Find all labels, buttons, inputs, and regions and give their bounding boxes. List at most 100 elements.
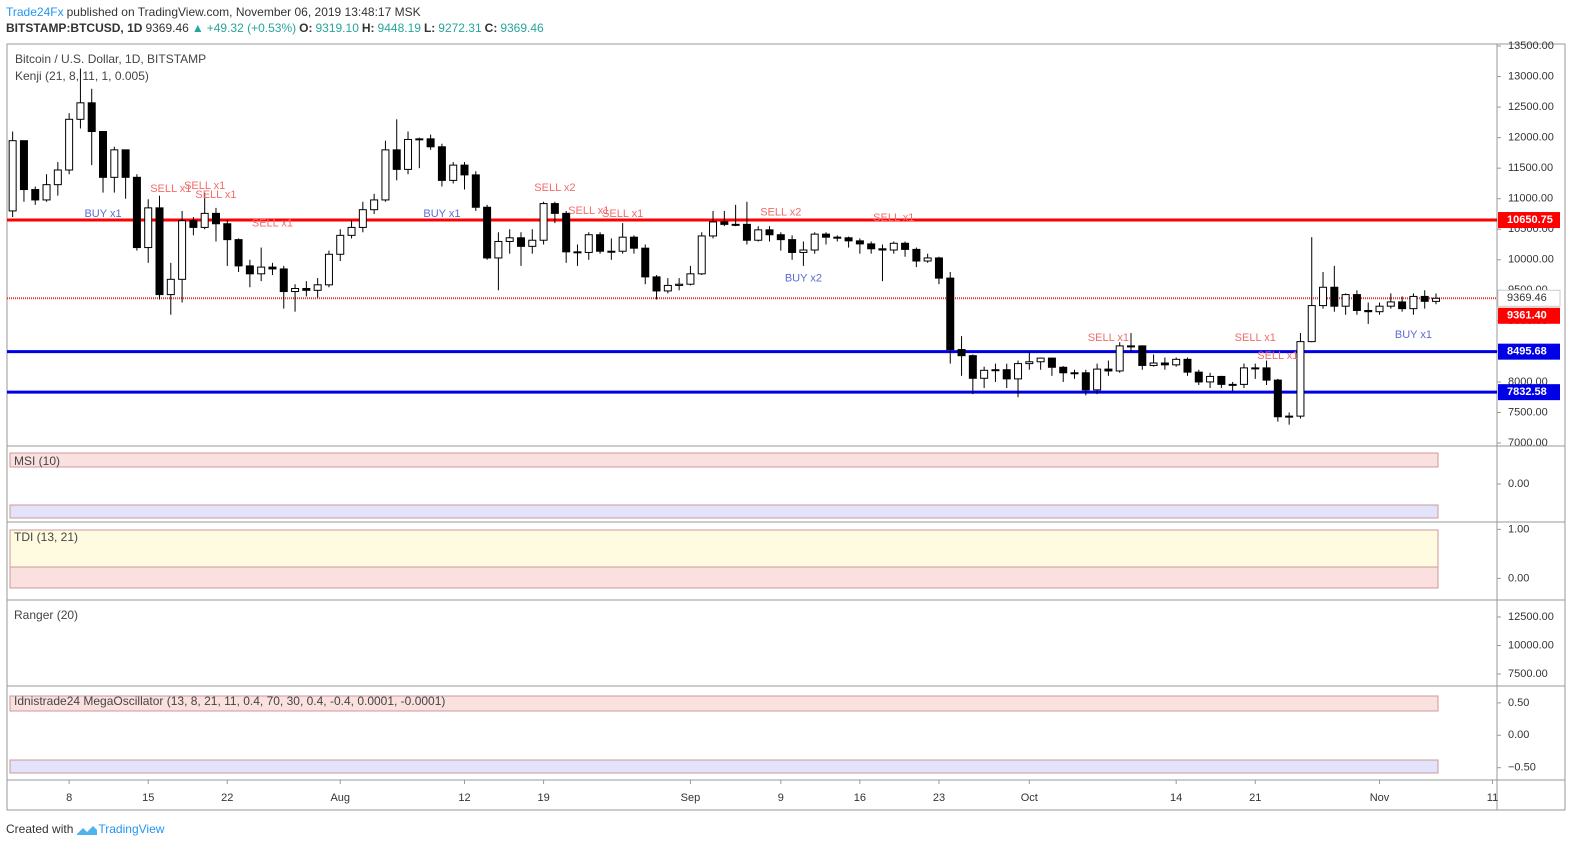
change: +49.32 (+0.53%): [206, 21, 297, 35]
arrow: ▲: [191, 21, 204, 35]
x-tick-label: 9: [778, 792, 784, 804]
candle-body: [1420, 295, 1429, 302]
x-tick-label: 16: [854, 792, 866, 804]
candle-body: [8, 140, 17, 212]
signal-tag-label: 9361.40: [1507, 310, 1547, 322]
candle-body: [449, 164, 458, 181]
candle-body: [516, 237, 525, 247]
candle-body: [1183, 358, 1192, 373]
x-tick-label: Oct: [1021, 792, 1038, 804]
y-tick-label: 11500.00: [1508, 162, 1553, 174]
level-tag: [1498, 343, 1560, 360]
candle-body: [426, 138, 435, 148]
footer: Created with TradingView: [6, 822, 167, 836]
candle-body: [505, 237, 514, 242]
candle-body: [991, 369, 1000, 372]
candle-body: [291, 287, 300, 293]
candle-body: [788, 239, 797, 253]
publish-line: Trade24Fx published on TradingView.com, N…: [6, 5, 424, 19]
signal-label: SELL x1: [150, 183, 191, 195]
x-tick-label: 19: [537, 792, 549, 804]
candle-body: [302, 287, 311, 291]
candle-body: [731, 223, 740, 226]
candle-body: [19, 140, 28, 191]
y-tick-label: 0.00: [1508, 572, 1529, 584]
x-tick-label: Aug: [330, 792, 350, 804]
candle-body: [1431, 297, 1440, 302]
candle-body: [189, 220, 198, 228]
candle-body: [494, 240, 503, 259]
signal-label: SELL x1: [195, 189, 236, 201]
c: 9369.46: [500, 21, 544, 35]
y-tick-label: 12500.00: [1508, 101, 1554, 113]
candle-body: [31, 189, 40, 201]
candle-body: [268, 266, 277, 270]
candle-body: [1126, 345, 1135, 348]
candle-body: [1194, 371, 1203, 383]
x-tick-label: 8: [66, 792, 72, 804]
candle-body: [968, 355, 977, 379]
y-tick-label: 10000.00: [1508, 639, 1554, 651]
candle-body: [697, 235, 706, 275]
candle-body: [132, 176, 141, 249]
y-tick-label: 12500.00: [1508, 611, 1554, 623]
last-price-tag: [1497, 289, 1561, 307]
x-tick-label: 15: [142, 792, 154, 804]
candle-body: [550, 203, 559, 214]
candle-body: [821, 233, 830, 238]
candle-body: [573, 251, 582, 254]
candle-body: [652, 276, 661, 292]
candle-body: [889, 242, 898, 251]
pane-title: TDI (13, 21): [14, 530, 78, 544]
x-tick-label: 23: [933, 792, 945, 804]
candle-body: [324, 253, 333, 286]
candle-body: [1104, 368, 1113, 372]
candle-body: [934, 257, 943, 279]
candle-body: [1149, 362, 1158, 366]
x-tick-label: 12: [458, 792, 470, 804]
signal-label: SELL x1: [1257, 350, 1298, 362]
pane-title: Ranger (20): [14, 608, 78, 622]
candle-body: [765, 229, 774, 236]
x-tick-label: Nov: [1370, 792, 1390, 804]
candle-body: [1115, 345, 1124, 372]
candle-body: [720, 221, 729, 225]
candle-body: [596, 234, 605, 252]
pane-title: Idnistrade24 MegaOscillator (13, 8, 21, …: [14, 694, 445, 708]
c-label: C:: [484, 21, 498, 35]
candle-body: [675, 283, 684, 286]
signal-label: SELL x1: [568, 205, 609, 217]
candle-body: [200, 212, 209, 228]
candle-body: [810, 233, 819, 251]
candle-body: [946, 277, 955, 351]
candle-body: [370, 199, 379, 211]
y-tick-label: 13000.00: [1508, 70, 1554, 82]
y-tick-label: 0.00: [1508, 478, 1529, 490]
candle-body: [1081, 372, 1090, 391]
candle-body: [1296, 341, 1305, 417]
candle-body: [76, 102, 85, 120]
pane-title: MSI (10): [14, 454, 60, 468]
h: 9448.19: [377, 21, 421, 35]
footer-brand[interactable]: TradingView: [98, 822, 165, 836]
candle-body: [178, 220, 187, 280]
level-tag-label: 7832.58: [1507, 386, 1547, 398]
candle-body: [742, 223, 751, 241]
candle-body: [1059, 366, 1068, 374]
candle-body: [901, 242, 910, 250]
candle-body: [1273, 379, 1282, 418]
candle-body: [528, 239, 537, 247]
candle-body: [1014, 363, 1023, 380]
brand[interactable]: Trade24Fx: [6, 5, 64, 19]
candle-body: [87, 102, 96, 133]
created: Created with: [6, 822, 74, 836]
y-tick-label: 11000.00: [1508, 193, 1553, 205]
candle-body: [1307, 305, 1316, 343]
candle-body: [1138, 345, 1147, 366]
candle-body: [629, 236, 638, 249]
candle-body: [1217, 375, 1226, 385]
symbol: BITSTAMP:BTCUSD, 1D: [6, 21, 143, 35]
overlay: 7000.007500.008000.008500.009000.009500.…: [7, 40, 1565, 804]
